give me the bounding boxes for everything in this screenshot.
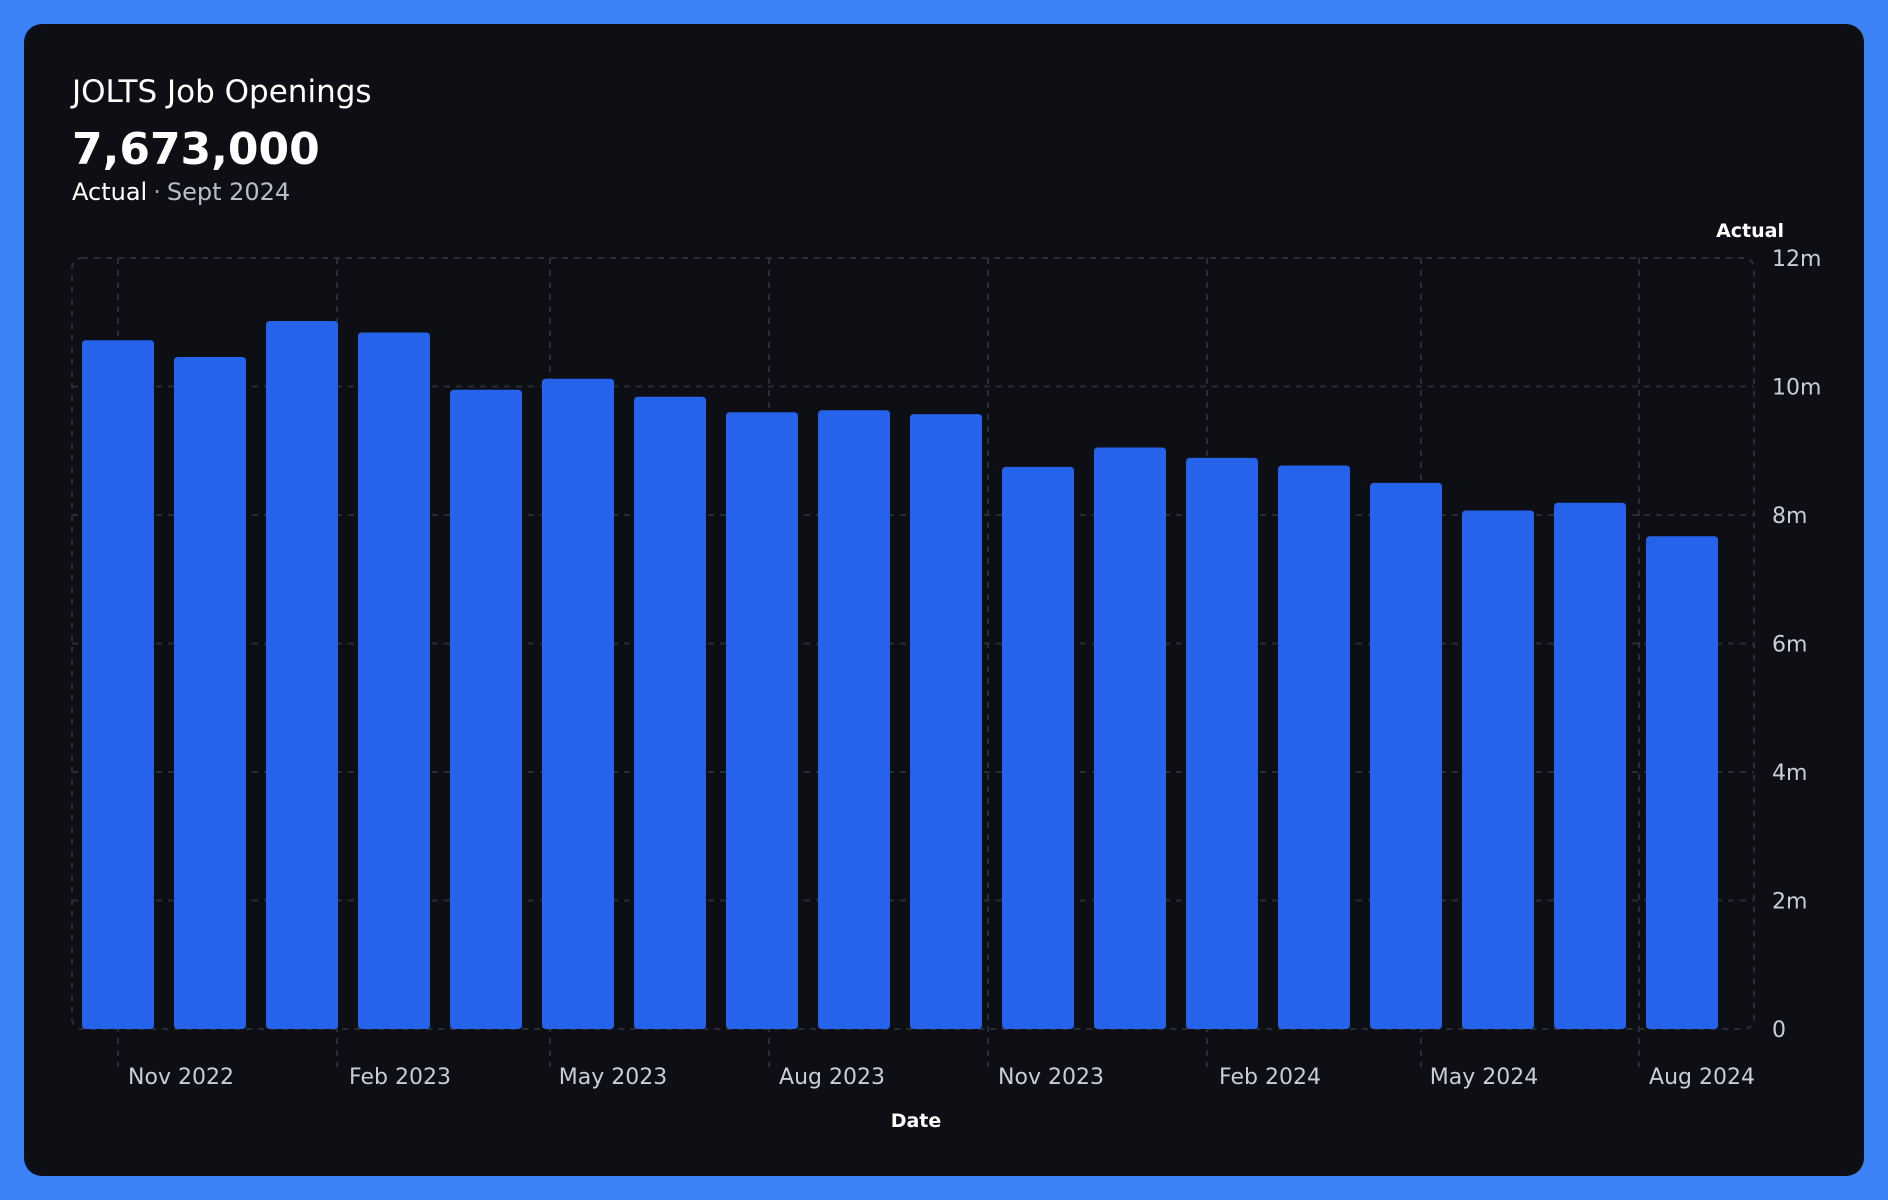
y-axis-ticks: 0 2m 4m 6m 8m 10m 12m [1772, 247, 1821, 1043]
y-tick-label: 0 [1772, 1018, 1786, 1043]
separator-dot: · [153, 178, 161, 206]
bar-chart: 0 2m 4m 6m 8m 10m 12m Nov 2022 Feb 2023 May 2023… [71, 220, 1821, 1132]
y-tick-label: 2m [1772, 890, 1807, 915]
chart-card: JOLTS Job Openings 7,673,000 Actual · Sept… [24, 24, 1864, 1176]
bar [1094, 447, 1166, 1030]
bar [450, 389, 522, 1029]
bar [1370, 482, 1442, 1029]
headline-subtitle: Actual · Sept 2024 [72, 178, 290, 206]
y-tick-label: 4m [1772, 761, 1807, 786]
x-tick-label: Nov 2022 [128, 1065, 234, 1090]
bar [1002, 466, 1074, 1029]
x-axis-ticks: Nov 2022 Feb 2023 May 2023 Aug 2023 Nov 2023… [128, 1065, 1755, 1090]
bar [910, 414, 982, 1029]
bar [1278, 465, 1350, 1030]
x-tick-label: Feb 2023 [349, 1065, 451, 1090]
headline-value: 7,673,000 [72, 124, 320, 175]
bar [818, 410, 890, 1030]
x-tick-label: Feb 2024 [1219, 1065, 1321, 1090]
x-tick-label: Aug 2024 [1649, 1065, 1755, 1090]
bar [634, 396, 706, 1029]
x-tick-label: May 2023 [559, 1065, 667, 1090]
chart-title: JOLTS Job Openings [72, 74, 372, 110]
x-tick-label: Nov 2023 [998, 1065, 1104, 1090]
x-axis-title: Date [891, 1110, 942, 1132]
bar [82, 340, 154, 1029]
bar [1646, 536, 1718, 1029]
bar [542, 378, 614, 1029]
bar [174, 356, 246, 1029]
y-tick-label: 6m [1772, 633, 1807, 658]
period-label: Sept 2024 [166, 178, 291, 206]
bar [1554, 502, 1626, 1030]
y-axis-title: Actual [1716, 220, 1784, 242]
y-tick-label: 10m [1772, 376, 1821, 401]
y-tick-label: 12m [1772, 247, 1821, 272]
x-tick-label: May 2024 [1430, 1065, 1538, 1090]
bar [358, 332, 430, 1029]
bars [82, 320, 1718, 1030]
series-label: Actual [72, 178, 148, 206]
bar [1462, 510, 1534, 1029]
y-tick-label: 8m [1772, 504, 1807, 529]
bar [266, 320, 338, 1030]
bar [726, 412, 798, 1029]
bar [1186, 457, 1258, 1029]
x-tick-label: Aug 2023 [779, 1065, 885, 1090]
